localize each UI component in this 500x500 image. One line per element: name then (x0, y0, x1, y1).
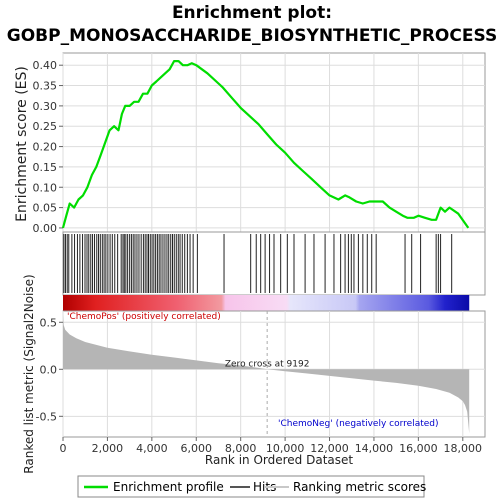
hit-marks (63, 234, 453, 293)
es-y-tick-label: 0.30 (33, 100, 58, 113)
ranked-y-ticks: 0.5 0.0 -0.5 (36, 316, 63, 423)
es-ylabel: Enrichment score (ES) (14, 66, 30, 222)
ranked-metric-panel: Zero cross at 9192 'ChemoPos' (positivel… (22, 274, 486, 474)
es-y-tick-label: 0.10 (33, 181, 58, 194)
es-panel: 0.00 0.05 0.10 0.15 0.20 0.25 0.30 0.35 0.40 Enr… (14, 52, 486, 235)
x-tick-label: 14,000 (355, 442, 394, 455)
enrichment-profile-line (61, 60, 470, 229)
es-y-tick-label: 0.15 (33, 161, 58, 174)
ranked-y-tick-label: 0.5 (40, 316, 58, 329)
ranked-y-tick-label: 0.0 (40, 363, 58, 376)
legend-box (77, 475, 425, 498)
rank-gradient (63, 295, 470, 311)
x-tick-label: 4,000 (136, 442, 168, 455)
es-y-tick-label: 0.35 (33, 80, 58, 93)
chart-title-line-2: GOBP_MONOSACCHARIDE_BIOSYNTHETIC_PROCESS (7, 26, 497, 46)
x-tick-label: 10,000 (266, 442, 305, 455)
ranking-metric-area (63, 314, 470, 434)
legend-label-hits: Hits (253, 480, 276, 494)
es-gridlines (62, 53, 485, 232)
x-tick-label: 18,000 (444, 442, 483, 455)
x-tick-label: 16,000 (399, 442, 438, 455)
hits-panel (62, 231, 486, 296)
legend-label-enrichment: Enrichment profile (113, 480, 224, 494)
legend-label-ranking: Ranking metric scores (293, 480, 426, 494)
x-tick-label: 2,000 (92, 442, 124, 455)
chart-title-line-1: Enrichment plot: (172, 3, 332, 23)
zero-cross-label: Zero cross at 9192 (225, 359, 310, 369)
es-y-tick-label: 0.20 (33, 141, 58, 154)
positive-correlation-label: 'ChemoPos' (positively correlated) (67, 312, 221, 322)
x-tick-label: 0 (60, 442, 67, 455)
es-y-tick-label: 0.25 (33, 120, 58, 133)
x-axis-label: Rank in Ordered Dataset (205, 453, 353, 467)
x-axis-ticks: 0 2,000 4,000 6,000 8,000 10,000 12,000 14,000 1… (60, 437, 483, 455)
x-tick-label: 8,000 (225, 442, 257, 455)
x-tick-label: 6,000 (181, 442, 213, 455)
es-y-tick-label: 0.40 (33, 59, 58, 72)
x-tick-label: 12,000 (310, 442, 349, 455)
rank-color-bar (63, 295, 470, 311)
es-y-ticks: 0.00 0.05 0.10 0.15 0.20 0.25 0.30 0.35 0.40 (33, 59, 63, 235)
legend: Enrichment profile Hits Ranking metric s… (77, 475, 426, 498)
ranked-y-tick-label: -0.5 (36, 410, 57, 423)
es-y-tick-label: 0.00 (33, 222, 58, 235)
es-y-tick-label: 0.05 (33, 202, 58, 215)
negative-correlation-label: 'ChemoNeg' (negatively correlated) (278, 419, 439, 429)
ranked-ylabel: Ranked list metric (Signal2Noise) (22, 274, 36, 473)
